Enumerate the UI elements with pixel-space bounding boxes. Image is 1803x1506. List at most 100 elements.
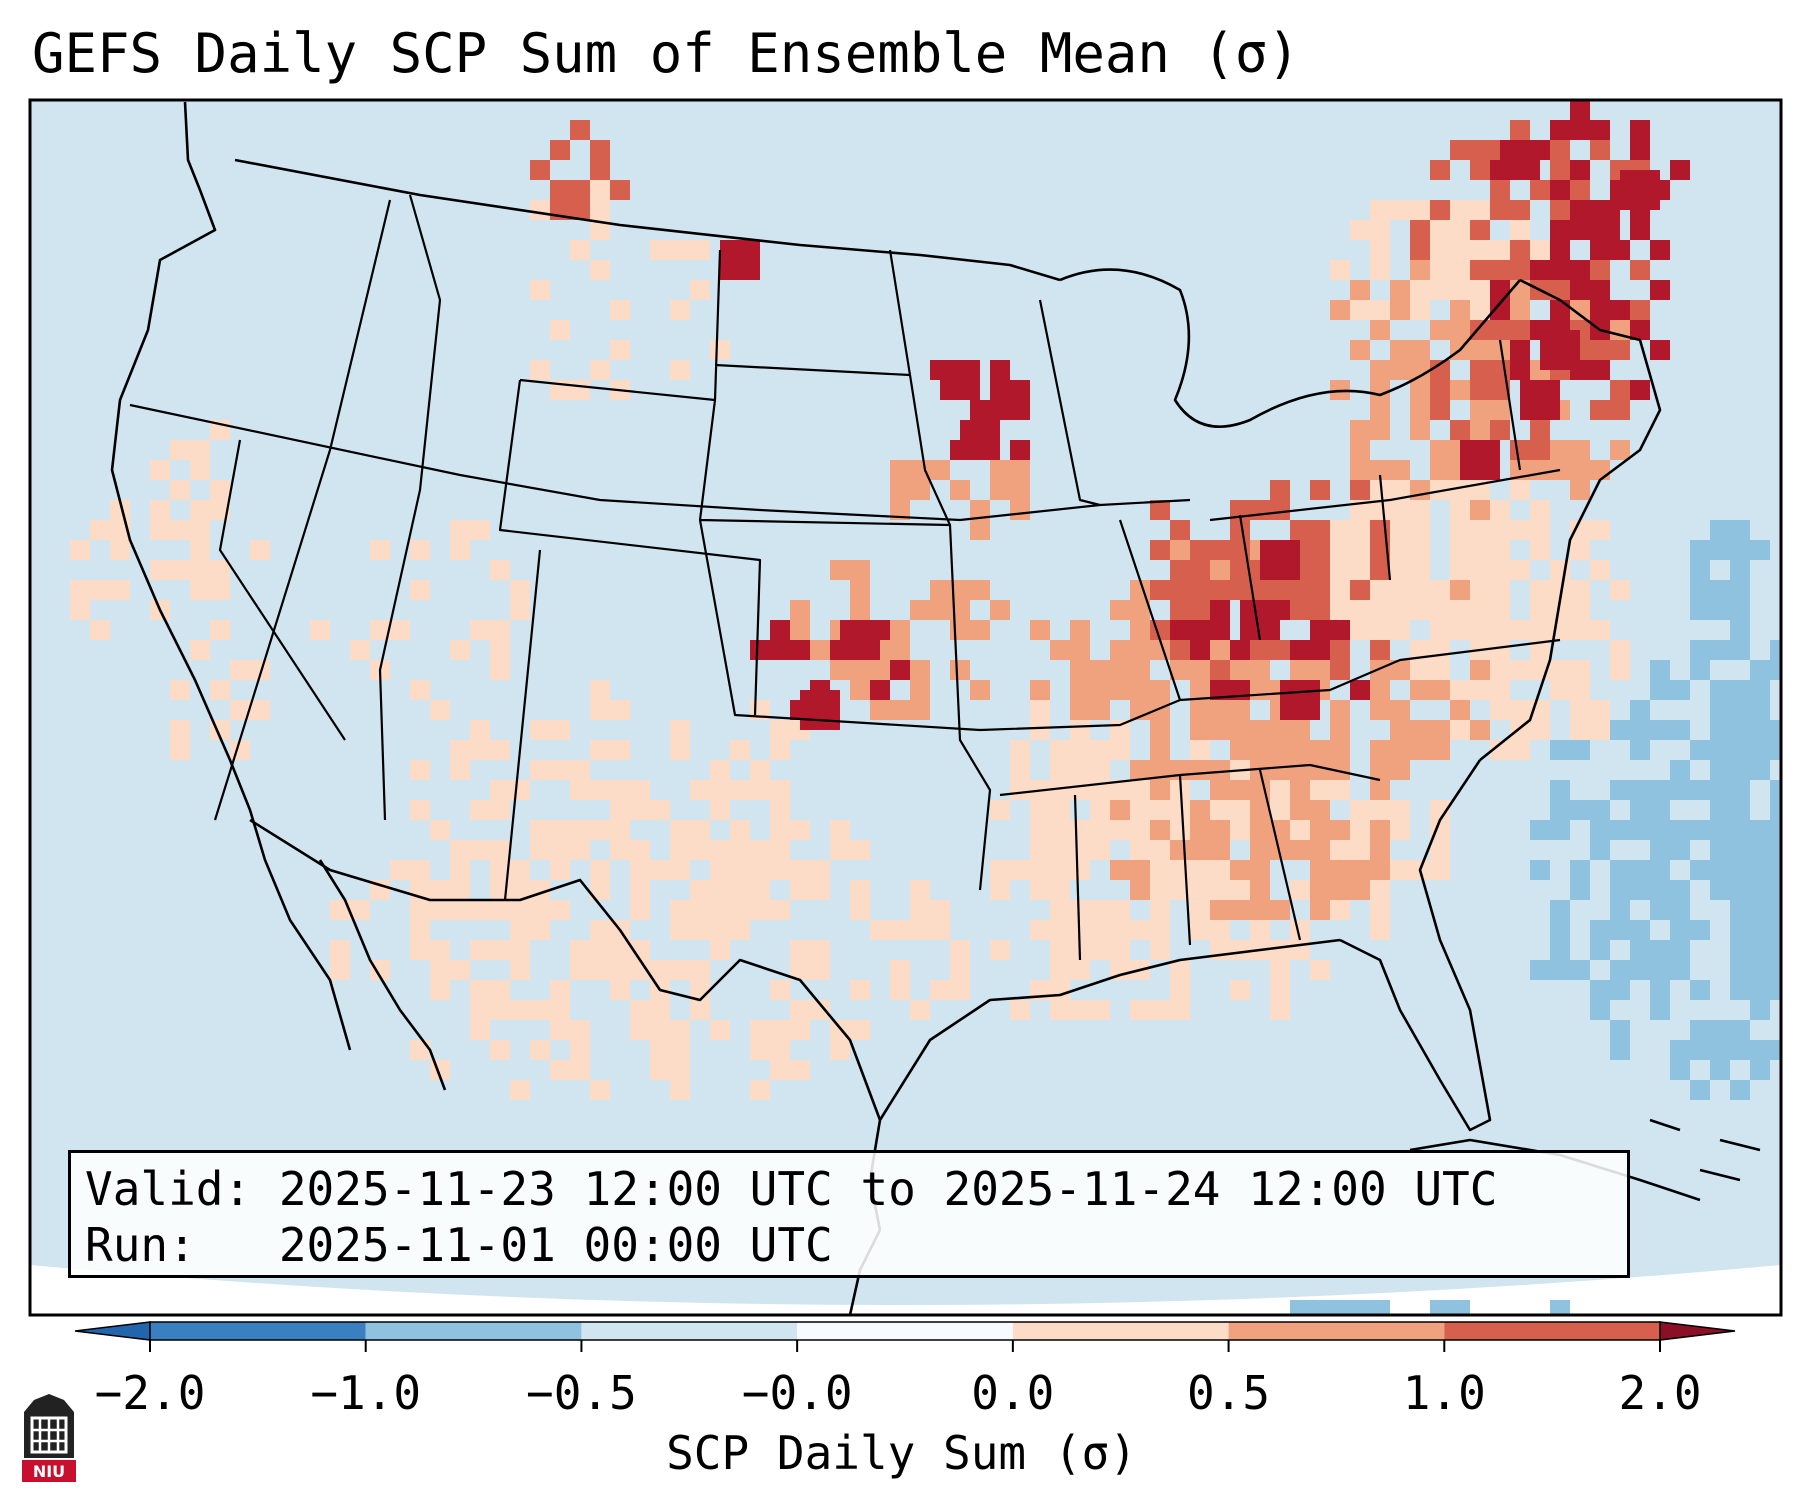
heat-cell-texas-mexico	[770, 1040, 790, 1060]
heat-cell-appalachia	[1330, 600, 1350, 620]
heat-cell-tennessee-valley	[1130, 620, 1150, 640]
colorbar-extend-low	[74, 1321, 151, 1341]
heat-cell-mid-atlantic	[1530, 580, 1550, 600]
heat-cell-quebec	[1650, 280, 1670, 300]
heat-cell-great-basin	[470, 520, 490, 540]
heat-cell-western-atlantic	[1690, 780, 1710, 800]
heat-cell-atlantic-east	[1590, 980, 1610, 1000]
heat-cell-tennessee-valley	[1250, 680, 1270, 700]
heat-cell-deep-south	[1370, 900, 1390, 920]
heat-cell-montana	[570, 380, 590, 400]
heat-cell-great-basin	[490, 640, 510, 660]
heat-cell-tennessee-valley	[1330, 720, 1350, 740]
heat-cell-kentucky	[1330, 620, 1350, 640]
heat-cell-southwest	[450, 740, 470, 760]
heat-cell-tennessee-valley	[1230, 660, 1250, 680]
heat-cell-appalachia	[1490, 500, 1510, 520]
heat-cell-new-mexico	[770, 860, 790, 880]
heat-cell-southwest	[550, 720, 570, 740]
heat-cell-deep-south	[1190, 900, 1210, 920]
heat-cell-western-atlantic	[1730, 1080, 1750, 1100]
heat-cell-southwest	[490, 800, 510, 820]
heat-cell-great-basin	[370, 620, 390, 640]
heat-cell-mid-atlantic	[1610, 580, 1630, 600]
heat-cell-southwest	[550, 840, 570, 860]
heat-cell-new-mexico	[770, 800, 790, 820]
heat-cell-deep-south	[1350, 820, 1370, 840]
svg-text:NIU: NIU	[33, 1462, 65, 1481]
heat-cell-new-mexico	[730, 840, 750, 860]
heat-cell-tennessee-valley	[1070, 640, 1090, 660]
heat-cell-ohio-valley	[1230, 520, 1250, 540]
heat-cell-texas-mexico	[630, 880, 650, 900]
heat-cell-montana	[590, 180, 610, 200]
heat-cell-texas-mexico	[610, 960, 630, 980]
heat-cell-deep-south	[1350, 800, 1370, 820]
heat-cell-ohio-valley	[1230, 500, 1250, 520]
heat-cell-southern-california	[210, 680, 230, 700]
heat-cell-texas-mexico	[410, 900, 430, 920]
heat-cell-texas-mexico	[570, 1020, 590, 1040]
heat-cell-appalachia	[1470, 600, 1490, 620]
heat-cell-tennessee-valley	[1090, 680, 1110, 700]
heat-cell-deep-south	[1370, 880, 1390, 900]
heat-cell-mid-atlantic	[1450, 600, 1470, 620]
heat-cell-alabama-georgia	[1250, 840, 1270, 860]
heat-cell-deep-south	[1370, 920, 1390, 940]
heat-cell-mid-atlantic	[1550, 680, 1570, 700]
heat-cell-quebec	[1490, 300, 1510, 320]
heat-cell-arkansas	[1010, 740, 1030, 760]
heat-cell-texas-mexico	[490, 1000, 510, 1020]
heat-cell-tennessee-valley	[1330, 740, 1350, 760]
heat-cell-deep-south	[1190, 860, 1210, 880]
heat-cell-appalachia	[1490, 640, 1510, 660]
heat-cell-western-atlantic	[1710, 780, 1730, 800]
heat-cell-new-england	[1510, 260, 1530, 280]
heat-cell-peak-10	[840, 620, 880, 660]
heat-cell-deep-south	[1110, 940, 1130, 960]
heat-cell-appalachia	[1390, 580, 1410, 600]
info-box: Valid: 2025-11-23 12:00 UTC to 2025-11-2…	[68, 1150, 1630, 1278]
heat-cell-montana	[590, 220, 610, 240]
heat-cell-new-mexico	[690, 820, 710, 840]
heat-cell-texas-mexico	[510, 940, 530, 960]
heat-cell-ohio-valley	[1170, 560, 1190, 580]
heat-cell-texas-mexico	[930, 920, 950, 940]
heat-cell-texas-mexico	[630, 840, 650, 860]
heat-cell-gulf-coast	[930, 980, 950, 1000]
heat-cell-montana	[590, 260, 610, 280]
heat-cell-arkansas	[1070, 740, 1090, 760]
heat-cell-ontario	[1350, 220, 1370, 240]
heat-cell-new-england	[1470, 260, 1490, 280]
heat-cell-new-york	[1490, 340, 1510, 360]
heat-cell-texas-mexico	[690, 880, 710, 900]
heat-cell-mid-atlantic	[1490, 660, 1510, 680]
heat-cell-new-england	[1470, 220, 1490, 240]
heat-cell-gulf-coast	[1050, 980, 1070, 1000]
heat-cell-kansas	[930, 580, 950, 600]
heat-cell-deep-south	[1230, 880, 1250, 900]
colorbar-segment-4	[1012, 1322, 1229, 1340]
heat-cell-appalachia	[1390, 620, 1410, 640]
heat-cell-atlantic-east	[1570, 740, 1590, 760]
heat-cell-new-york	[1410, 420, 1430, 440]
heat-cell-alabama-georgia	[1230, 900, 1250, 920]
heat-cell-western-atlantic	[1630, 700, 1650, 720]
heat-cell-texas-mexico	[790, 1000, 810, 1020]
heat-cell-deep-south	[1210, 880, 1230, 900]
heat-cell-new-england	[1550, 160, 1570, 180]
heat-cell-quebec	[1630, 220, 1650, 240]
heat-cell-caribbean	[1330, 1300, 1350, 1315]
heat-cell-western-atlantic	[1710, 1060, 1730, 1080]
heat-cell-deep-south	[1110, 900, 1130, 920]
heat-cell-kansas	[850, 580, 870, 600]
heat-cell-western-atlantic	[1790, 960, 1803, 980]
heat-cell-new-york	[1390, 280, 1410, 300]
heat-cell-ohio-valley	[1250, 580, 1270, 600]
heat-cell-western-atlantic	[1770, 820, 1781, 840]
heat-cell-montana	[610, 300, 630, 320]
heat-cell-new-york	[1510, 300, 1530, 320]
heat-cell-ontario	[1370, 220, 1390, 240]
colorbar-segment-3	[797, 1322, 1013, 1340]
heat-cell-western-atlantic	[1710, 520, 1730, 540]
